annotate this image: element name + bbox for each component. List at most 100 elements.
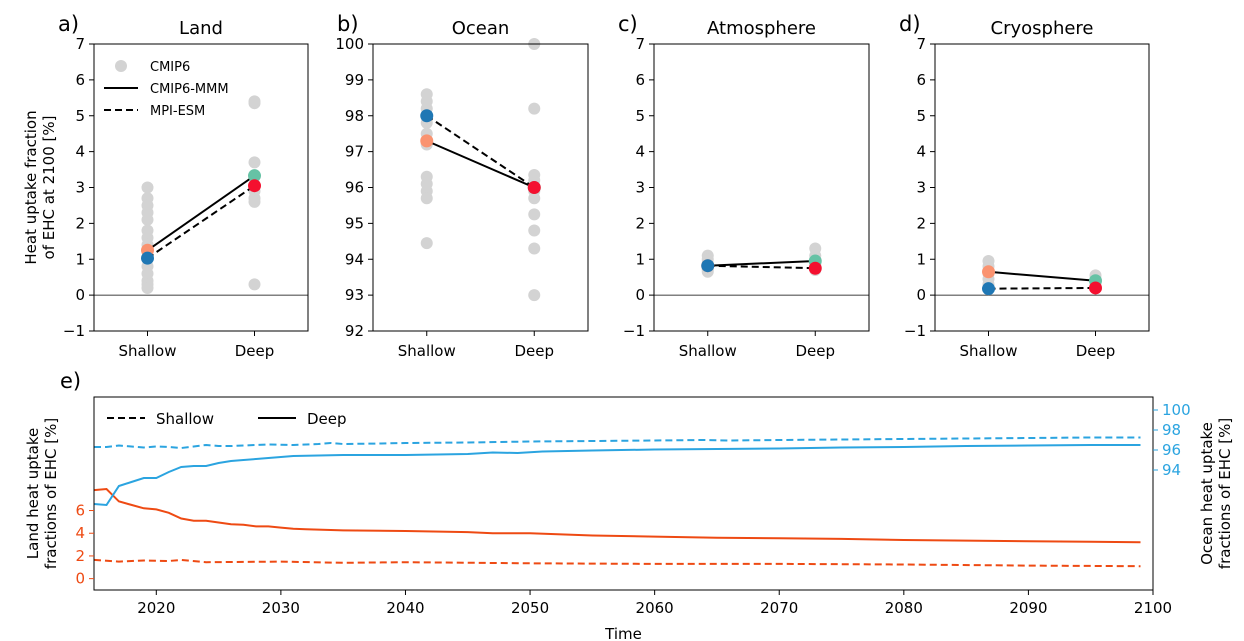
cmip6-mmm-line	[988, 270, 1096, 282]
y-tick-label: 2	[75, 214, 85, 232]
y-tick-label: 6	[75, 71, 85, 89]
legend-label: Deep	[307, 410, 347, 428]
y-axis-label: Heat uptake fractionof EHC at 2100 [%]	[22, 110, 58, 264]
y-tick-label: 3	[635, 179, 645, 197]
y-tick-label: 6	[635, 71, 645, 89]
x-tick-label: Deep	[235, 342, 275, 360]
left-y-tick-label: 4	[75, 524, 85, 542]
x-tick-label: Deep	[795, 342, 835, 360]
y-tick-label: −1	[623, 322, 645, 340]
cmip6-point	[528, 242, 541, 255]
panel-atmosphere: −1 0 1 2 3 4 5 6 7 Shallow Deep Atmosphere c)	[618, 12, 870, 360]
mpi-deep-point	[527, 181, 541, 194]
legend: Shallow Deep	[107, 410, 347, 428]
x-tick-label: 2040	[386, 599, 424, 617]
y-tick-label: 7	[916, 35, 926, 53]
cmip6-point	[528, 289, 541, 302]
x-tick-label: Shallow	[118, 342, 176, 360]
y-tick-label: 97	[345, 143, 364, 161]
y-tick-label: 7	[635, 35, 645, 53]
right-y-tick-label: 96	[1162, 441, 1181, 459]
cmip6-point	[528, 102, 541, 115]
cmip6-point	[420, 237, 433, 250]
cmip6-mmm-line	[426, 139, 535, 189]
y-tick-label: 92	[345, 322, 364, 340]
panel-title: Atmosphere	[707, 18, 816, 39]
y-tick-label: 2	[916, 214, 926, 232]
y-tick-label: 6	[916, 71, 926, 89]
y-tick-label: 5	[916, 107, 926, 125]
cmip6-point	[528, 208, 541, 221]
legend-cmip6-marker	[115, 60, 127, 72]
panel-label: e)	[60, 369, 81, 393]
panel-ocean: 92 93 94 95 96 97 98 99 100 Shallow Deep Ocean b)	[335, 12, 589, 360]
cmip6-mmm-line	[707, 260, 816, 267]
left-y-tick-label: 2	[75, 547, 85, 565]
plot-frame	[93, 396, 1154, 591]
cmip6-point	[248, 156, 261, 169]
x-tick-label: 2090	[1009, 599, 1047, 617]
cmip6-point	[420, 192, 433, 205]
plot-frame	[93, 43, 309, 332]
panel-label: c)	[618, 12, 638, 36]
cmip6-point	[141, 213, 154, 226]
right-y-axis-label: Ocean heat uptakefractions of EHC [%]	[1198, 418, 1234, 569]
mpi-esm-line	[988, 286, 1096, 290]
y-tick-label: 3	[916, 179, 926, 197]
right-y-tick-label: 100	[1162, 401, 1191, 419]
y-tick-label: 4	[75, 143, 85, 161]
cmip6-point	[528, 224, 541, 237]
legend-label: CMIP6	[150, 60, 190, 75]
cmip6-point	[248, 195, 261, 208]
cmip6-point	[141, 181, 154, 194]
right-y-axis-label-line: fractions of EHC [%]	[1216, 418, 1234, 569]
x-tick-label: 2100	[1134, 599, 1172, 617]
y-tick-label: 0	[916, 286, 926, 304]
y-tick-label: 94	[345, 250, 364, 268]
land-shallow-line	[93, 558, 1141, 568]
plot-frame	[934, 43, 1150, 332]
panel-timeseries: 2020 2030 2040 2050 2060 2070 2080 2090 2100Time…	[24, 369, 1234, 641]
mpi-shallow-point	[982, 282, 995, 296]
x-tick-label: Shallow	[679, 342, 737, 360]
mpi-shallow-point	[420, 109, 434, 123]
x-tick-label: Shallow	[959, 342, 1017, 360]
plot-frame	[653, 43, 870, 332]
x-tick-label: 2080	[885, 599, 923, 617]
x-tick-label: 2030	[262, 599, 300, 617]
panel-title: Cryosphere	[991, 18, 1094, 39]
y-tick-label: 1	[75, 250, 85, 268]
x-axis-label: Time	[604, 625, 642, 641]
x-tick-label: 2060	[636, 599, 674, 617]
y-tick-label: 99	[345, 71, 364, 89]
cmip6-mmm-line	[146, 174, 256, 252]
cmip6-point	[248, 278, 261, 291]
cmip6-point	[248, 97, 261, 110]
left-y-axis-label-line: Land heat uptake	[24, 428, 42, 559]
left-y-axis-label-line: fractions of EHC [%]	[42, 418, 60, 569]
panel-land: −1 0 1 2 3 4 5 6 7 Shallow Deep Land a) Heat uptake f…	[22, 12, 309, 360]
x-tick-label: Deep	[514, 342, 554, 360]
mpi-esm-line	[426, 114, 535, 189]
plot-frame	[372, 43, 589, 332]
x-tick-label: 2070	[760, 599, 798, 617]
panel-label: d)	[899, 12, 921, 36]
y-tick-label: 96	[345, 179, 364, 197]
y-tick-label: 3	[75, 179, 85, 197]
y-tick-label: 4	[916, 143, 926, 161]
x-tick-label: 2050	[511, 599, 549, 617]
legend-label: MPI-ESM	[150, 104, 205, 119]
left-y-tick-label: 6	[75, 502, 85, 520]
y-tick-label: 5	[635, 107, 645, 125]
right-y-tick-label: 98	[1162, 421, 1181, 439]
y-tick-label: 0	[635, 286, 645, 304]
panel-label: a)	[58, 12, 79, 36]
right-y-axis-label-line: Ocean heat uptake	[1198, 422, 1216, 565]
left-y-axis-label: Land heat uptakefractions of EHC [%]	[24, 418, 60, 569]
panel-title: Ocean	[452, 18, 510, 39]
mpi-shallow-point	[701, 259, 715, 273]
mmm-shallow-point	[982, 265, 995, 279]
ocean-shallow-line	[94, 436, 1141, 450]
y-tick-label: 93	[345, 286, 364, 304]
